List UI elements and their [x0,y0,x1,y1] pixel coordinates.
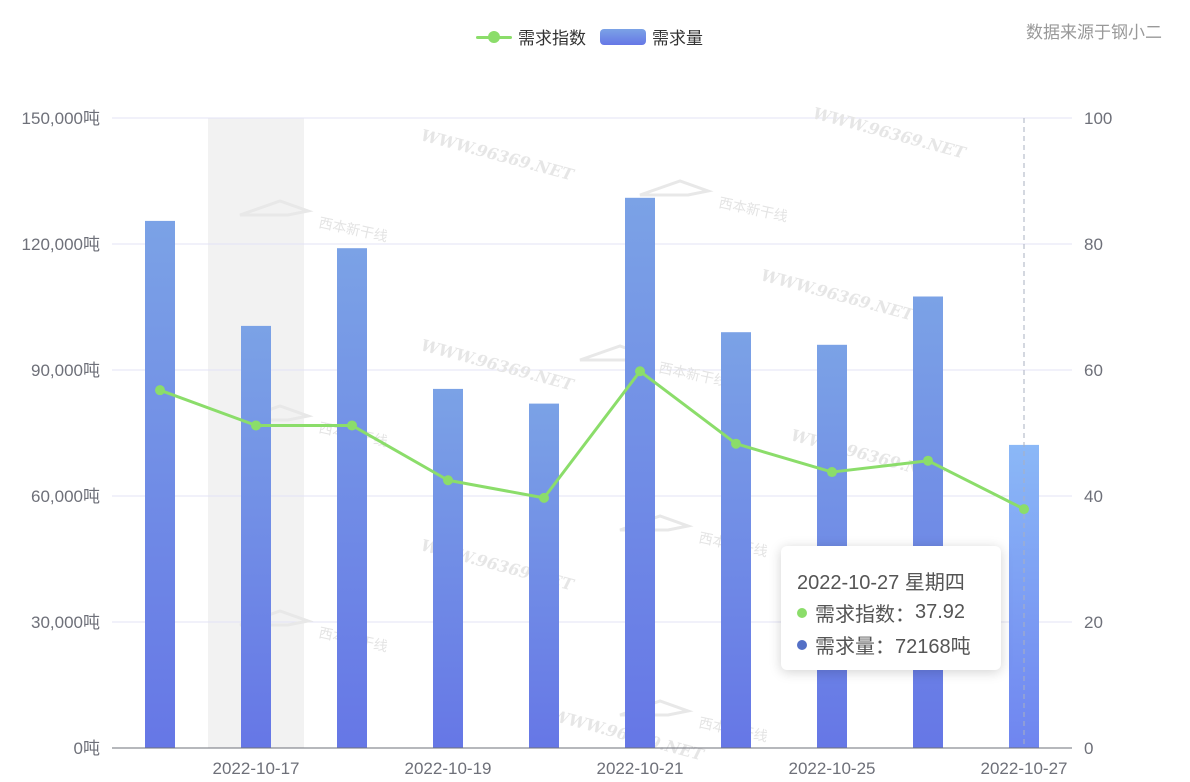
y-left-tick-label: 0吨 [74,739,100,758]
tooltip-label-index: 需求指数： [815,604,915,626]
bar-demand-volume[interactable] [337,248,367,748]
x-tick-label: 2022-10-19 [405,759,492,778]
bar-demand-volume[interactable] [625,197,655,749]
bar-demand-volume[interactable] [145,220,175,748]
y-right-tick-label: 0 [1084,739,1093,758]
bar-demand-volume[interactable] [721,332,751,748]
bar-demand-volume[interactable] [241,325,271,748]
bar-demand-volume[interactable] [529,403,559,748]
line-point-demand-index[interactable] [347,420,357,431]
tooltip-row-volume: 需求量： 72168吨 [797,630,971,659]
legend-label-volume: 需求量 [652,29,703,49]
legend-bar-marker [600,28,646,45]
y-right-tick-label: 100 [1084,109,1112,128]
bar-demand-volume[interactable] [913,296,943,749]
watermark-logo-text: 西本新干线 [717,195,789,225]
tooltip-marker-volume [797,639,807,650]
y-left-tick-label: 60,000吨 [31,487,100,506]
y-left-tick-label: 120,000吨 [22,235,100,254]
line-point-demand-index[interactable] [923,455,933,466]
y-left-tick-label: 30,000吨 [31,613,100,632]
line-point-demand-index[interactable] [251,420,261,431]
watermark-logo [639,179,714,197]
tooltip-row-index: 需求指数： 37.92 [797,598,965,627]
watermark-url: WWW.96369.NET [759,266,917,325]
watermark-logo [239,199,314,217]
x-tick-label: 2022-10-17 [213,759,300,778]
bar-demand-volume[interactable] [433,388,463,748]
y-right-tick-label: 60 [1084,361,1103,380]
y-left-tick-label: 150,000吨 [22,109,100,128]
y-right-tick-label: 80 [1084,235,1103,254]
legend-line-marker [476,29,512,45]
tooltip-value-index: 37.92 [915,601,966,623]
watermark-url: WWW.96369.NET [811,104,969,163]
line-point-demand-index[interactable] [635,366,645,377]
watermark-logo-text: 西本新干线 [317,215,389,245]
x-tick-label: 2022-10-21 [597,759,684,778]
chart-legend: 需求指数 需求量 [476,24,703,49]
line-point-demand-index[interactable] [539,492,549,503]
watermark-logo-text: 西本新干线 [657,360,729,390]
data-source-note: 数据来源于钢小二 [1026,23,1162,43]
x-tick-label: 2022-10-25 [789,759,876,778]
x-tick-label: 2022-10-27 [981,759,1068,778]
legend-item-index[interactable]: 需求指数 [476,24,586,49]
line-point-demand-index[interactable] [827,467,837,478]
tooltip-title: 2022-10-27 星期四 [797,572,965,594]
y-right-tick-label: 40 [1084,487,1103,506]
line-point-demand-index[interactable] [155,385,165,396]
legend-item-volume[interactable]: 需求量 [600,24,703,49]
line-point-demand-index[interactable] [1019,504,1029,515]
y-right-tick-label: 20 [1084,613,1103,632]
chart-tooltip: 2022-10-27 星期四 需求指数： 37.92 需求量： 72168吨 [781,546,1001,670]
watermark-url: WWW.96369.NET [419,336,577,395]
y-left-tick-label: 90,000吨 [31,361,100,380]
tooltip-label-volume: 需求量： [815,636,895,658]
legend-label-index: 需求指数 [518,29,586,49]
line-demand-index [159,369,1025,511]
line-point-demand-index[interactable] [443,475,453,486]
watermark-url: WWW.96369.NET [419,126,577,185]
tooltip-value-volume: 72168吨 [895,636,971,658]
line-point-demand-index[interactable] [731,438,741,449]
tooltip-marker-index [797,607,807,618]
